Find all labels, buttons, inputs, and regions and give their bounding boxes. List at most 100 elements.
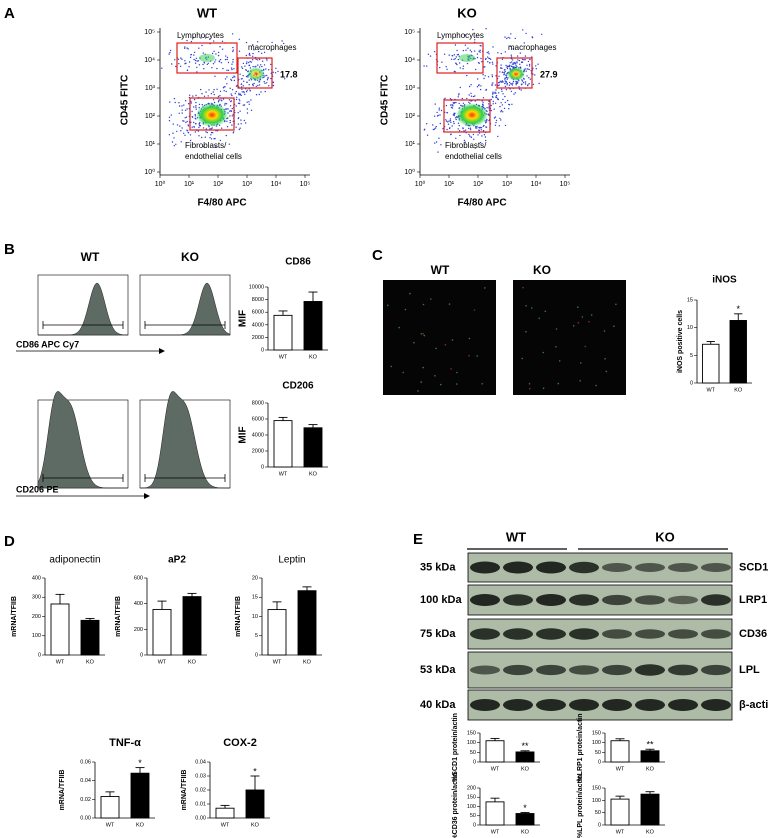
event-dot	[263, 68, 265, 71]
event-dot	[193, 54, 195, 56]
event-dot	[480, 129, 482, 131]
fluorescence-speck	[422, 332, 425, 335]
event-dot	[521, 83, 523, 85]
event-dot	[442, 127, 444, 130]
fluorescence-speck	[555, 346, 557, 348]
event-dot	[429, 55, 432, 57]
fluorescence-speck	[473, 309, 476, 311]
event-dot	[495, 95, 498, 97]
x-tick-label: 10¹	[184, 181, 195, 188]
fluorescence-speck	[579, 380, 581, 382]
event-dot	[230, 67, 233, 69]
event-dot	[258, 80, 261, 82]
event-dot	[500, 102, 502, 104]
event-dot	[248, 79, 250, 81]
event-dot	[226, 83, 228, 85]
event-dot	[213, 50, 215, 52]
event-dot	[447, 123, 450, 125]
event-dot	[183, 132, 185, 134]
column-title: WT	[431, 263, 450, 277]
event-dot	[506, 99, 509, 102]
event-dot	[196, 71, 198, 73]
event-dot	[505, 76, 508, 79]
event-dot	[186, 120, 188, 123]
event-dot	[238, 98, 240, 101]
event-dot	[426, 65, 428, 67]
event-dot	[169, 51, 171, 54]
event-dot	[494, 102, 497, 105]
event-dot	[449, 118, 452, 120]
event-dot	[213, 89, 215, 91]
event-dot	[271, 41, 273, 44]
event-dot	[170, 114, 172, 116]
fluorescence-speck	[456, 371, 458, 374]
event-dot	[454, 112, 456, 115]
blot-band	[602, 563, 632, 572]
gate-label: endothelial cells	[445, 152, 502, 161]
event-dot	[210, 128, 212, 130]
event-dot	[240, 78, 243, 80]
event-dot	[461, 97, 463, 100]
event-dot	[525, 32, 527, 35]
fluorescence-speck	[544, 310, 547, 313]
event-dot	[487, 103, 490, 105]
event-dot	[171, 141, 174, 143]
gate	[189, 97, 235, 131]
event-dot	[235, 98, 238, 101]
event-dot	[205, 128, 207, 130]
event-dot	[226, 56, 229, 59]
gate	[237, 57, 273, 89]
y-tick-label: 10⁵	[404, 29, 415, 36]
event-dot	[239, 73, 241, 75]
event-dot	[508, 84, 511, 86]
event-dot	[521, 79, 523, 81]
blot-band	[635, 699, 665, 711]
y-tick-label: 100	[592, 798, 601, 804]
event-dot	[508, 65, 511, 67]
event-dot	[458, 94, 460, 96]
event-dot	[497, 85, 499, 87]
event-dot	[179, 125, 181, 127]
event-dot	[513, 93, 515, 95]
event-dot	[231, 63, 233, 65]
micrograph	[383, 280, 496, 395]
event-dot	[191, 116, 194, 118]
x-tick-label: KO	[303, 659, 312, 665]
event-dot	[468, 101, 470, 104]
event-dot	[488, 57, 490, 60]
event-dot	[436, 111, 438, 114]
event-dot	[435, 125, 437, 128]
event-dot	[232, 132, 234, 134]
event-dot	[459, 134, 461, 137]
x-tick-label: 10³	[502, 181, 513, 188]
group-label: WT	[506, 529, 526, 544]
event-dot	[506, 78, 508, 80]
event-dot	[245, 62, 248, 65]
event-dot	[516, 61, 518, 63]
event-dot	[491, 61, 494, 63]
event-dot	[188, 66, 190, 68]
event-dot	[168, 116, 171, 119]
event-dot	[449, 120, 452, 122]
event-dot	[515, 80, 517, 83]
event-dot	[187, 131, 190, 134]
event-dot	[509, 88, 511, 90]
event-dot	[246, 81, 248, 83]
event-dot	[233, 68, 235, 70]
y-tick-label: 200	[134, 627, 143, 633]
fluorescence-speck	[580, 362, 582, 364]
x-tick-label: KO	[309, 354, 318, 360]
event-dot	[464, 34, 466, 36]
event-dot	[174, 59, 176, 61]
y-tick-label: 0.04	[195, 759, 206, 765]
y-tick-label: 10²	[405, 113, 416, 120]
event-dot	[192, 36, 195, 39]
event-dot	[183, 104, 185, 106]
fluorescence-speck	[420, 381, 423, 383]
event-dot	[497, 52, 499, 54]
event-dot	[240, 123, 242, 125]
event-dot	[472, 95, 475, 98]
event-dot	[506, 67, 509, 70]
event-dot	[234, 92, 236, 95]
y-tick-label: 0	[598, 759, 601, 765]
